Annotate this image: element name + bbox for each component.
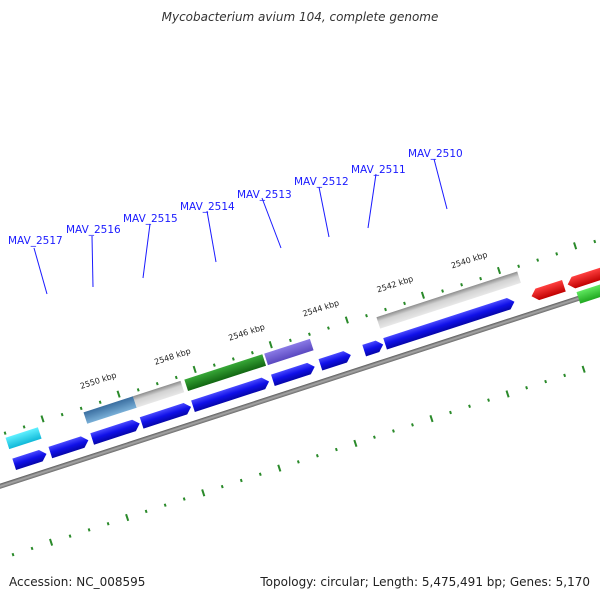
cds-arrow[interactable]	[318, 349, 353, 371]
feature-track	[5, 271, 600, 450]
accession-text: Accession: NC_008595	[9, 575, 146, 589]
cds-arrow[interactable]	[271, 361, 317, 386]
feature-block-green[interactable]	[184, 354, 267, 392]
feature-block-lightgreen[interactable]	[576, 279, 600, 304]
genome-summary-text: Topology: circular; Length: 5,475,491 bp…	[260, 575, 590, 589]
kbp-scale-labels: 2550 kbp 2548 kbp 2546 kbp 2544 kbp 2542…	[79, 250, 489, 391]
cds-arrow[interactable]	[362, 339, 385, 357]
gene-label-MAV_2511[interactable]: MAV_2511	[351, 164, 406, 176]
inner-tick-track	[11, 365, 586, 557]
gene-label-MAV_2517[interactable]: MAV_2517	[8, 235, 63, 247]
map-title: Mycobacterium avium 104, complete genome	[161, 10, 439, 24]
gene-label-group: MAV_2517 MAV_2516 MAV_2515 MAV_2514 MAV_…	[8, 148, 463, 295]
kbp-label-2546: 2546 kbp	[227, 322, 266, 342]
kbp-label-2550: 2550 kbp	[79, 371, 118, 391]
forward-cds-track	[12, 267, 600, 471]
backbone-line	[0, 208, 600, 511]
outer-tick-track	[3, 239, 597, 435]
cds-arrow[interactable]	[12, 448, 48, 471]
cds-arrow[interactable]	[530, 280, 566, 302]
cds-arrow[interactable]	[566, 267, 600, 290]
cds-arrow[interactable]	[90, 418, 141, 445]
feature-block-gray[interactable]	[376, 271, 521, 329]
gene-label-MAV_2514[interactable]: MAV_2514	[180, 201, 235, 213]
gene-label-MAV_2512[interactable]: MAV_2512	[294, 176, 349, 188]
gene-label-MAV_2513[interactable]: MAV_2513	[237, 189, 292, 201]
gene-label-MAV_2510[interactable]: MAV_2510	[408, 148, 463, 160]
gene-label-MAV_2515[interactable]: MAV_2515	[123, 213, 178, 225]
feature-block-cyan[interactable]	[5, 427, 42, 450]
feature-block-gray[interactable]	[132, 380, 185, 408]
cds-arrow[interactable]	[383, 296, 516, 350]
cds-arrow[interactable]	[191, 376, 271, 412]
gene-label-MAV_2516[interactable]: MAV_2516	[66, 224, 121, 236]
feature-block-purple[interactable]	[264, 338, 314, 366]
kbp-label-2548: 2548 kbp	[153, 347, 192, 367]
feature-block-steelblue[interactable]	[83, 396, 137, 424]
kbp-label-2544: 2544 kbp	[302, 298, 341, 318]
cds-arrow[interactable]	[48, 435, 90, 459]
kbp-label-2542: 2542 kbp	[376, 274, 415, 294]
kbp-label-2540: 2540 kbp	[450, 250, 489, 270]
cds-arrow[interactable]	[139, 401, 193, 429]
genome-frame: 2550 kbp 2548 kbp 2546 kbp 2544 kbp 2542…	[0, 208, 600, 557]
